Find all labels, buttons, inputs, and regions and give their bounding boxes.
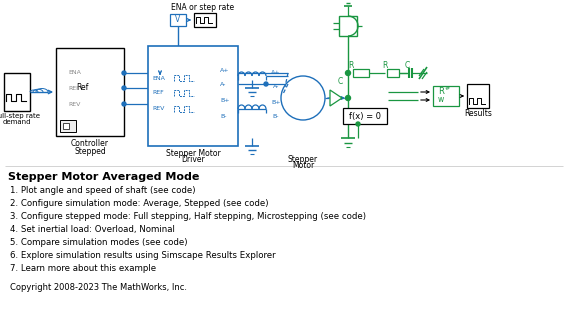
Bar <box>194 13 216 27</box>
Text: B-: B- <box>220 114 227 118</box>
Circle shape <box>264 82 268 86</box>
Text: Controller: Controller <box>71 139 109 148</box>
Text: REF: REF <box>152 90 164 95</box>
Text: C: C <box>404 62 410 70</box>
Text: C: C <box>337 77 343 86</box>
Circle shape <box>281 76 325 120</box>
Text: Copyright 2008-2023 The MathWorks, Inc.: Copyright 2008-2023 The MathWorks, Inc. <box>10 283 187 292</box>
Bar <box>56 48 124 136</box>
Text: B+: B+ <box>272 100 281 106</box>
Bar <box>60 120 76 132</box>
Circle shape <box>122 86 126 90</box>
Text: 2. Configure simulation mode: Average, Stepped (see code): 2. Configure simulation mode: Average, S… <box>10 199 269 208</box>
Text: 5. Compare simulation modes (see code): 5. Compare simulation modes (see code) <box>10 238 187 247</box>
Text: f(x) = 0: f(x) = 0 <box>349 112 381 120</box>
Circle shape <box>122 71 126 75</box>
Text: A+: A+ <box>272 69 281 74</box>
Text: B-: B- <box>273 114 279 118</box>
Bar <box>4 73 30 111</box>
Bar <box>148 46 238 146</box>
Circle shape <box>122 102 126 106</box>
Text: A-: A- <box>273 85 279 89</box>
Bar <box>433 86 459 106</box>
Bar <box>387 69 399 77</box>
Text: Stepper Motor Averaged Mode: Stepper Motor Averaged Mode <box>8 172 199 182</box>
Text: 7. Learn more about this example: 7. Learn more about this example <box>10 264 156 273</box>
Text: ENA: ENA <box>68 70 81 75</box>
Text: Ref: Ref <box>76 84 88 92</box>
Circle shape <box>345 95 350 100</box>
Text: demand: demand <box>3 119 31 125</box>
Text: #: # <box>444 87 450 91</box>
Bar <box>343 108 387 124</box>
Text: V: V <box>176 15 181 24</box>
Text: w: w <box>438 95 444 105</box>
Text: A+: A+ <box>220 68 229 73</box>
Text: 6. Explore simulation results using Simscape Results Explorer: 6. Explore simulation results using Sims… <box>10 251 275 260</box>
Text: R: R <box>438 88 444 96</box>
Text: ENA or step rate: ENA or step rate <box>172 4 235 13</box>
Text: Stepped: Stepped <box>74 146 106 156</box>
Text: 4. Set inertial load: Overload, Nominal: 4. Set inertial load: Overload, Nominal <box>10 225 175 234</box>
Text: ENA: ENA <box>152 75 165 81</box>
Bar <box>339 16 357 36</box>
Text: Motor: Motor <box>292 162 314 170</box>
Text: 3. Configure stepped mode: Full stepping, Half stepping, Microstepping (see code: 3. Configure stepped mode: Full stepping… <box>10 212 366 221</box>
Text: 1. Plot angle and speed of shaft (see code): 1. Plot angle and speed of shaft (see co… <box>10 186 195 195</box>
Bar <box>63 123 69 129</box>
Text: REV: REV <box>68 102 81 107</box>
Bar <box>170 14 186 26</box>
Bar <box>467 84 489 108</box>
Text: Driver: Driver <box>181 156 205 164</box>
Text: Stepper: Stepper <box>288 156 318 164</box>
Bar <box>353 69 369 77</box>
Text: R: R <box>348 62 354 70</box>
Circle shape <box>356 122 360 126</box>
Polygon shape <box>330 90 342 106</box>
Text: Stepper Motor: Stepper Motor <box>166 149 220 159</box>
Text: R: R <box>382 62 388 70</box>
Text: Full-step rate: Full-step rate <box>0 113 40 119</box>
Text: A-: A- <box>220 82 227 87</box>
Circle shape <box>345 70 350 75</box>
Text: REF: REF <box>68 86 80 90</box>
Text: REV: REV <box>152 107 164 112</box>
Text: B+: B+ <box>220 98 229 104</box>
Text: Results: Results <box>464 110 492 118</box>
